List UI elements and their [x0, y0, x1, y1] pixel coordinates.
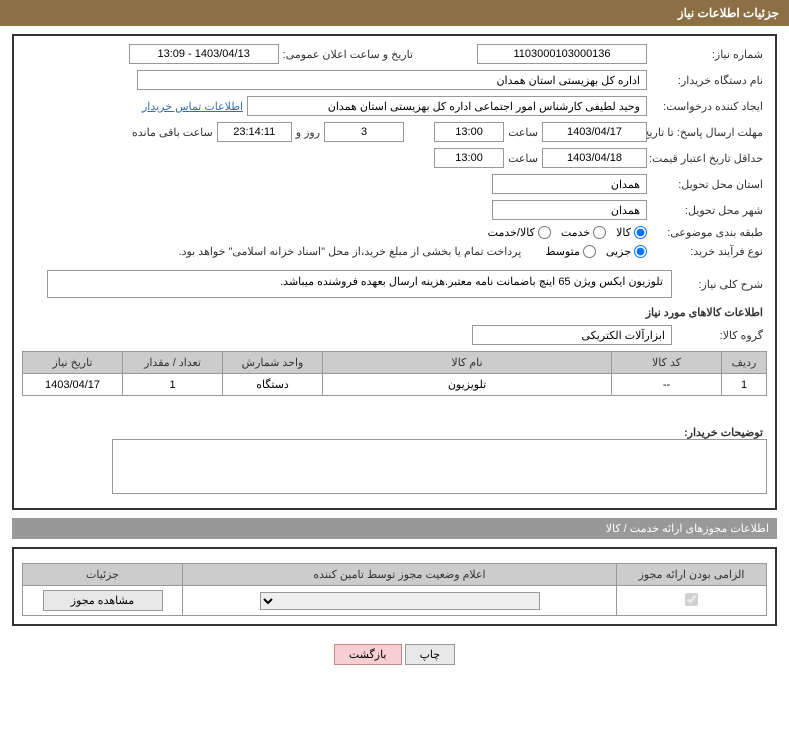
response-remain-label: ساعت باقی مانده [128, 126, 217, 139]
goods-table: ردیف کد کالا نام کالا واحد شمارش تعداد /… [22, 351, 767, 396]
page-title: جزئیات اطلاعات نیاز [0, 0, 789, 26]
price-validity-hour: 13:00 [434, 148, 504, 168]
permits-required-checkbox [685, 593, 698, 606]
contact-link[interactable]: اطلاعات تماس خریدار [138, 100, 247, 113]
col-unit: واحد شمارش [223, 352, 323, 374]
permits-details-cell: مشاهده مجوز [23, 586, 183, 616]
col-code: کد کالا [612, 352, 722, 374]
price-hour-label: ساعت [504, 152, 542, 165]
buyer-notes-label: توضیحات خریدار: [672, 406, 767, 439]
delivery-city-label: شهر محل تحویل: [647, 204, 767, 217]
response-deadline-hour: 13:00 [434, 122, 504, 142]
announce-date-label: تاریخ و ساعت اعلان عمومی: [279, 48, 417, 61]
buyer-notes-textarea[interactable] [112, 439, 767, 494]
col-name: نام کالا [323, 352, 612, 374]
announce-date-value: 1403/04/13 - 13:09 [129, 44, 279, 64]
col-date: تاریخ نیاز [23, 352, 123, 374]
response-deadline-label: مهلت ارسال پاسخ: تا تاریخ: [647, 126, 767, 139]
category-radio-group: کالا خدمت کالا/خدمت [488, 226, 647, 239]
buyer-org-value: اداره کل بهزیستی استان همدان [137, 70, 647, 90]
requester-value: وحید لطیفی کارشناس امور اجتماعی اداره کل… [247, 96, 647, 116]
purchase-type-radio-minor[interactable]: جزیی [606, 245, 647, 258]
requester-label: ایجاد کننده درخواست: [647, 100, 767, 113]
permits-table-row: مشاهده مجوز [23, 586, 767, 616]
response-deadline-time: 23:14:11 [217, 122, 292, 142]
need-number-value: 1103000103000136 [477, 44, 647, 64]
table-row: 1 -- تلویزیون دستگاه 1 1403/04/17 [23, 374, 767, 396]
cell-row: 1 [722, 374, 767, 396]
category-radio-service[interactable]: خدمت [561, 226, 606, 239]
response-hour-label: ساعت [504, 126, 542, 139]
permits-status-select[interactable] [260, 592, 540, 610]
permits-col-required: الزامی بودن ارائه مجوز [617, 564, 767, 586]
permits-table: الزامی بودن ارائه مجوز اعلام وضعیت مجوز … [22, 563, 767, 616]
response-deadline-date: 1403/04/17 [542, 122, 647, 142]
goods-group-value: ابزارآلات الکتریکی [472, 325, 672, 345]
print-button[interactable]: چاپ [405, 644, 456, 665]
col-row: ردیف [722, 352, 767, 374]
purchase-type-label: نوع فرآیند خرید: [647, 245, 767, 258]
price-validity-label: حداقل تاریخ اعتبار قیمت: تا تاریخ: [647, 152, 767, 165]
footer-buttons: چاپ بازگشت [0, 634, 789, 675]
permits-section-title: اطلاعات مجوزهای ارائه خدمت / کالا [12, 518, 777, 539]
cell-date: 1403/04/17 [23, 374, 123, 396]
cell-code: -- [612, 374, 722, 396]
permits-status-cell [183, 586, 617, 616]
cell-unit: دستگاه [223, 374, 323, 396]
delivery-province-label: استان محل تحویل: [647, 178, 767, 191]
view-permit-button[interactable]: مشاهده مجوز [43, 590, 163, 611]
category-radio-goods[interactable]: کالا [616, 226, 647, 239]
cell-name: تلویزیون [323, 374, 612, 396]
category-radio-both[interactable]: کالا/خدمت [488, 226, 551, 239]
permits-panel: الزامی بودن ارائه مجوز اعلام وضعیت مجوز … [12, 547, 777, 626]
buyer-org-label: نام دستگاه خریدار: [647, 74, 767, 87]
permits-required-cell [617, 586, 767, 616]
purchase-type-radio-medium[interactable]: متوسط [545, 245, 596, 258]
price-validity-date: 1403/04/18 [542, 148, 647, 168]
back-button[interactable]: بازگشت [334, 644, 402, 665]
cell-qty: 1 [123, 374, 223, 396]
need-desc-value: تلوزیون ایکس ویژن 65 اینچ باضمانت نامه م… [47, 270, 672, 298]
permits-col-status: اعلام وضعیت مجوز توسط تامین کننده [183, 564, 617, 586]
delivery-province-value: همدان [492, 174, 647, 194]
category-label: طبقه بندی موضوعی: [647, 226, 767, 239]
response-days-label: روز و [292, 126, 324, 139]
main-panel: شماره نیاز: 1103000103000136 تاریخ و ساع… [12, 34, 777, 510]
purchase-type-radio-group: جزیی متوسط [545, 245, 647, 258]
purchase-type-note: پرداخت تمام یا بخشی از مبلغ خرید،از محل … [175, 245, 526, 258]
goods-section-title: اطلاعات کالاهای مورد نیاز [642, 306, 767, 319]
col-qty: تعداد / مقدار [123, 352, 223, 374]
need-desc-label: شرح کلی نیاز: [672, 278, 767, 291]
need-number-label: شماره نیاز: [647, 48, 767, 61]
goods-group-label: گروه کالا: [672, 329, 767, 342]
permits-col-details: جزئیات [23, 564, 183, 586]
response-deadline-days: 3 [324, 122, 404, 142]
delivery-city-value: همدان [492, 200, 647, 220]
